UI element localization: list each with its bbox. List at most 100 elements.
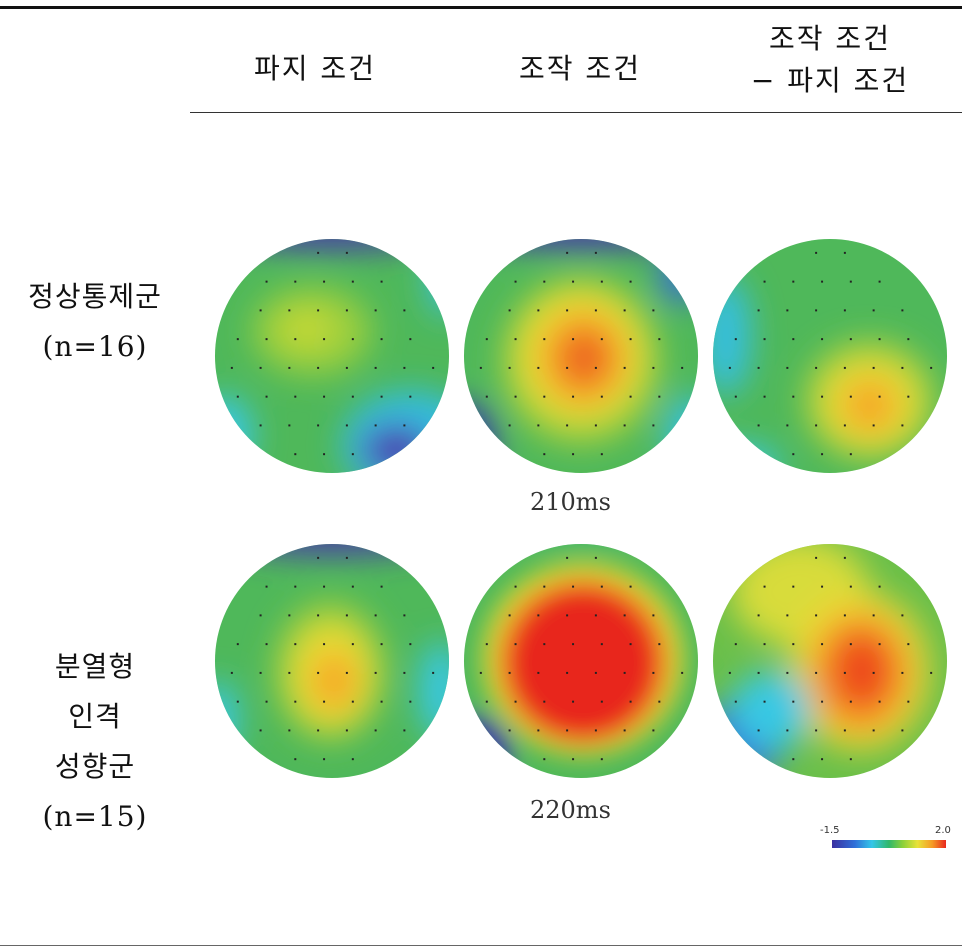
electrode-dot — [566, 671, 569, 674]
electrode-dot — [508, 614, 511, 617]
electrode-dot — [236, 700, 239, 703]
electrode-dot — [757, 424, 760, 427]
electrode-dot — [380, 280, 383, 283]
electrode-dot — [843, 729, 846, 732]
electrode-dot — [849, 453, 852, 456]
electrode-dot — [572, 453, 575, 456]
topomap-control-grasp — [214, 238, 450, 474]
colorbar-min-label: -1.5 — [820, 825, 840, 836]
electrode-dot — [815, 671, 818, 674]
electrode-dot — [230, 366, 233, 369]
topomap-schizotypal-grasp — [214, 543, 450, 779]
electrode-dot — [259, 309, 262, 312]
electrode-dot — [843, 366, 846, 369]
top-rule — [0, 6, 962, 9]
electrode-dot — [403, 614, 406, 617]
electrode-dot — [323, 280, 326, 283]
electrode-dot — [757, 729, 760, 732]
electrode-dot — [872, 614, 875, 617]
electrode-dot — [259, 729, 262, 732]
electrode-dot — [792, 338, 795, 341]
electrode-dot — [508, 366, 511, 369]
electrode-dot — [600, 700, 603, 703]
electrode-dot — [594, 556, 597, 559]
electrode-dot — [537, 729, 540, 732]
electrode-dot — [294, 395, 297, 398]
electrode-dot — [594, 366, 597, 369]
electrode-dot — [259, 671, 262, 674]
electrode-dot — [345, 251, 348, 254]
electrode-dot — [485, 338, 488, 341]
electrode-dot — [594, 729, 597, 732]
electrode-dot — [821, 700, 824, 703]
electrode-dot — [345, 309, 348, 312]
electrode-dot — [543, 643, 546, 646]
electrode-dot — [572, 700, 575, 703]
electrode-dot — [821, 758, 824, 761]
electrode-dot — [757, 366, 760, 369]
electrode-dot — [907, 700, 910, 703]
electrode-dot — [572, 280, 575, 283]
electrode-dot — [294, 700, 297, 703]
electrode-dot — [566, 424, 569, 427]
electrode-dot — [849, 700, 852, 703]
electrode-dot — [843, 251, 846, 254]
electrode-dot — [878, 280, 881, 283]
electrode-dot — [821, 643, 824, 646]
electrode-dot — [317, 366, 320, 369]
electrode-dot — [849, 338, 852, 341]
electrode-dot — [265, 395, 268, 398]
electrode-dot — [403, 309, 406, 312]
electrode-dot — [230, 671, 233, 674]
electrode-dot — [345, 366, 348, 369]
electrode-dot — [792, 700, 795, 703]
electrode-dot — [878, 395, 881, 398]
electrode-dot — [815, 251, 818, 254]
electrode-dot — [901, 729, 904, 732]
electrode-dot — [843, 556, 846, 559]
electrode-dot — [786, 614, 789, 617]
electrode-dot — [849, 585, 852, 588]
electrode-dot — [380, 585, 383, 588]
column-header-manipulation: 조작 조건 — [519, 52, 641, 85]
electrode-dot — [572, 643, 575, 646]
electrode-dot — [572, 758, 575, 761]
electrode-dot — [380, 700, 383, 703]
electrode-dot — [849, 758, 852, 761]
electrode-dot — [345, 671, 348, 674]
time-label-row2: 220ms — [530, 796, 611, 824]
electrode-dot — [323, 453, 326, 456]
electrode-dot — [600, 338, 603, 341]
electrode-dot — [623, 729, 626, 732]
electrode-dot — [566, 251, 569, 254]
electrode-dot — [323, 643, 326, 646]
electrode-dot — [792, 585, 795, 588]
electrode-dot — [479, 366, 482, 369]
electrode-dot — [658, 700, 661, 703]
electrode-dot — [259, 366, 262, 369]
electrode-dot — [652, 671, 655, 674]
electrode-markers — [479, 251, 684, 456]
bottom-rule — [0, 945, 962, 946]
electrode-dot — [757, 671, 760, 674]
electrode-dot — [821, 453, 824, 456]
electrode-dot — [374, 309, 377, 312]
electrode-dot — [323, 395, 326, 398]
electrode-dot — [566, 614, 569, 617]
electrode-markers — [728, 556, 933, 761]
colorbar-max-label: 2.0 — [935, 825, 951, 836]
electrode-dot — [317, 729, 320, 732]
electrode-dot — [901, 671, 904, 674]
electrode-dot — [728, 366, 731, 369]
electrode-dot — [508, 309, 511, 312]
electrode-dot — [351, 338, 354, 341]
topomap-control-manipulation — [463, 238, 699, 474]
electrode-dot — [901, 366, 904, 369]
electrode-dot — [537, 309, 540, 312]
electrode-dot — [815, 729, 818, 732]
electrode-dot — [652, 309, 655, 312]
electrode-dot — [652, 424, 655, 427]
electrode-dot — [514, 700, 517, 703]
electrode-dot — [572, 585, 575, 588]
electrode-dot — [514, 395, 517, 398]
